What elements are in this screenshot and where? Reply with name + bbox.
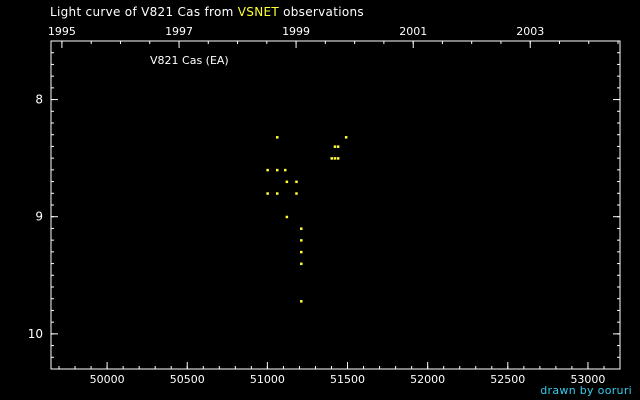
data-point — [295, 192, 298, 195]
title-source: VSNET — [237, 5, 279, 19]
year-tick-label: 2003 — [516, 25, 544, 38]
x-tick-label: 52500 — [490, 373, 525, 386]
year-tick-label: 2001 — [399, 25, 427, 38]
x-tick-label: 50000 — [90, 373, 125, 386]
data-point — [300, 300, 303, 303]
y-tick-label: 10 — [28, 327, 43, 341]
data-point — [266, 192, 269, 195]
data-point — [285, 180, 289, 184]
title-prefix: Light curve of V821 Cas from — [50, 5, 234, 19]
data-point — [336, 157, 340, 160]
data-point — [275, 136, 279, 139]
data-point — [300, 262, 303, 266]
data-point — [344, 136, 348, 139]
year-tick-label: 1997 — [165, 25, 193, 38]
year-tick-label: 1999 — [282, 25, 310, 38]
chart-title: Light curve of V821 Cas from VSNET obser… — [50, 5, 364, 19]
x-tick-label: 51500 — [330, 373, 365, 386]
y-tick-label: 8 — [35, 93, 43, 107]
x-tick-label: 53000 — [570, 373, 605, 386]
x-tick-label: 50500 — [170, 373, 205, 386]
y-tick-label: 9 — [35, 210, 43, 224]
data-point — [285, 215, 289, 219]
data-point — [330, 157, 333, 160]
plot-frame — [50, 40, 621, 370]
x-tick-label: 51000 — [250, 373, 285, 386]
title-suffix: observations — [283, 5, 364, 19]
data-point — [300, 239, 303, 242]
data-point — [336, 145, 340, 148]
data-point — [300, 250, 303, 254]
data-point — [300, 227, 303, 230]
data-point — [266, 168, 269, 172]
credit-text: drawn by ooruri — [540, 384, 632, 397]
data-point — [333, 157, 337, 160]
year-tick-label: 1995 — [48, 25, 76, 38]
data-point — [275, 168, 279, 172]
data-point — [284, 168, 287, 172]
data-point — [333, 145, 337, 148]
x-tick-label: 52000 — [410, 373, 445, 386]
data-point — [275, 192, 279, 195]
plot-star-label: V821 Cas (EA) — [150, 54, 229, 67]
data-point — [295, 180, 298, 184]
